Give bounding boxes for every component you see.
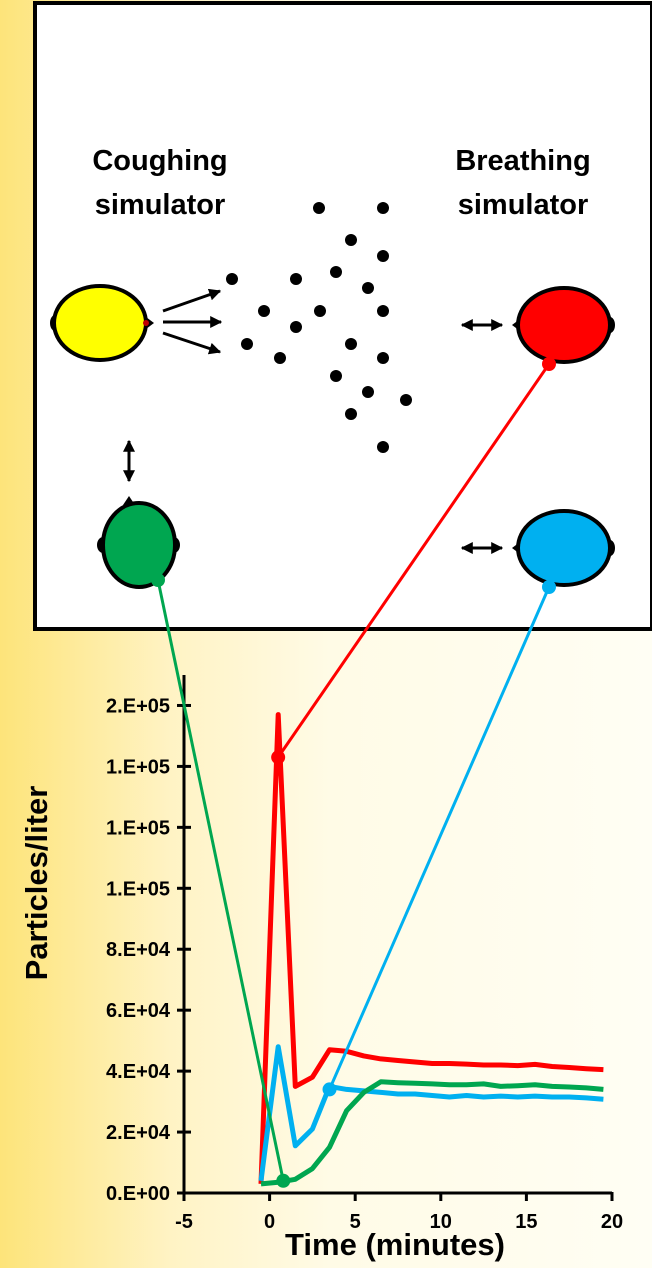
series-layer: [258, 712, 604, 1187]
room-diagram: Coughing simulator Breathing simulator: [33, 1, 652, 631]
y-tick-label: 1.E+05: [106, 878, 170, 900]
x-tick-label: 15: [515, 1211, 537, 1233]
aerosol-particles: [226, 202, 412, 453]
breathing-arrows: [123, 319, 504, 554]
y-tick-label: 4.E+04: [106, 1061, 171, 1083]
y-tick-label: 0.E+00: [106, 1183, 170, 1205]
y-tick-label: 2.E+05: [106, 695, 170, 717]
chart: 0.E+00 2.E+04 4.E+04 6.E+04 8.E+04 1.E+05 1.E+…: [19, 675, 623, 1262]
green-connector-head-dot: [151, 573, 165, 587]
y-tick-label: 1.E+05: [106, 756, 170, 778]
red-connector-head-dot: [542, 357, 556, 371]
y-tick-label: 6.E+04: [106, 1000, 171, 1022]
red-series-line: [258, 712, 604, 1184]
green-series-line: [260, 1079, 604, 1187]
connector-lines: [151, 357, 556, 1188]
x-axis-label: Time (minutes): [285, 1227, 505, 1262]
breathing-simulator-head-green: [97, 496, 180, 589]
blue-series-line: [258, 1044, 604, 1182]
coughing-label-line1: Coughing: [92, 145, 227, 177]
y-axis-label: Particles/liter: [19, 786, 54, 981]
x-axis-ticks: -5 0 5 10 15 20: [175, 1192, 623, 1233]
red-connector-curve-dot: [271, 750, 286, 765]
blue-connector-head-dot: [542, 580, 556, 594]
breathing-label-line1: Breathing: [455, 145, 590, 177]
coughing-simulator-head: [50, 284, 154, 362]
x-tick-label: -5: [175, 1211, 193, 1233]
breathing-simulator-head-red: [512, 286, 615, 364]
coughing-head-fill: [52, 284, 148, 362]
coughing-label-line2: simulator: [95, 189, 226, 221]
x-tick-label: 10: [430, 1211, 452, 1233]
y-tick-label: 1.E+05: [106, 817, 170, 839]
green-connector-curve-dot: [276, 1173, 291, 1188]
breathing-label-line2: simulator: [458, 189, 589, 221]
breathing-simulator-head-blue: [512, 509, 615, 587]
x-tick-label: 20: [601, 1211, 623, 1233]
cough-arrows: [162, 288, 223, 355]
green-connector: [156, 579, 285, 1182]
red-connector: [276, 363, 551, 759]
y-tick-label: 8.E+04: [106, 939, 171, 961]
blue-connector-curve-dot: [322, 1082, 337, 1097]
blue-connector: [328, 586, 551, 1091]
y-axis-ticks: 0.E+00 2.E+04 4.E+04 6.E+04 8.E+04 1.E+05 1.E+…: [106, 695, 191, 1205]
x-tick-label: 5: [350, 1211, 361, 1233]
x-tick-label: 0: [264, 1211, 275, 1233]
y-tick-label: 2.E+04: [106, 1122, 171, 1144]
